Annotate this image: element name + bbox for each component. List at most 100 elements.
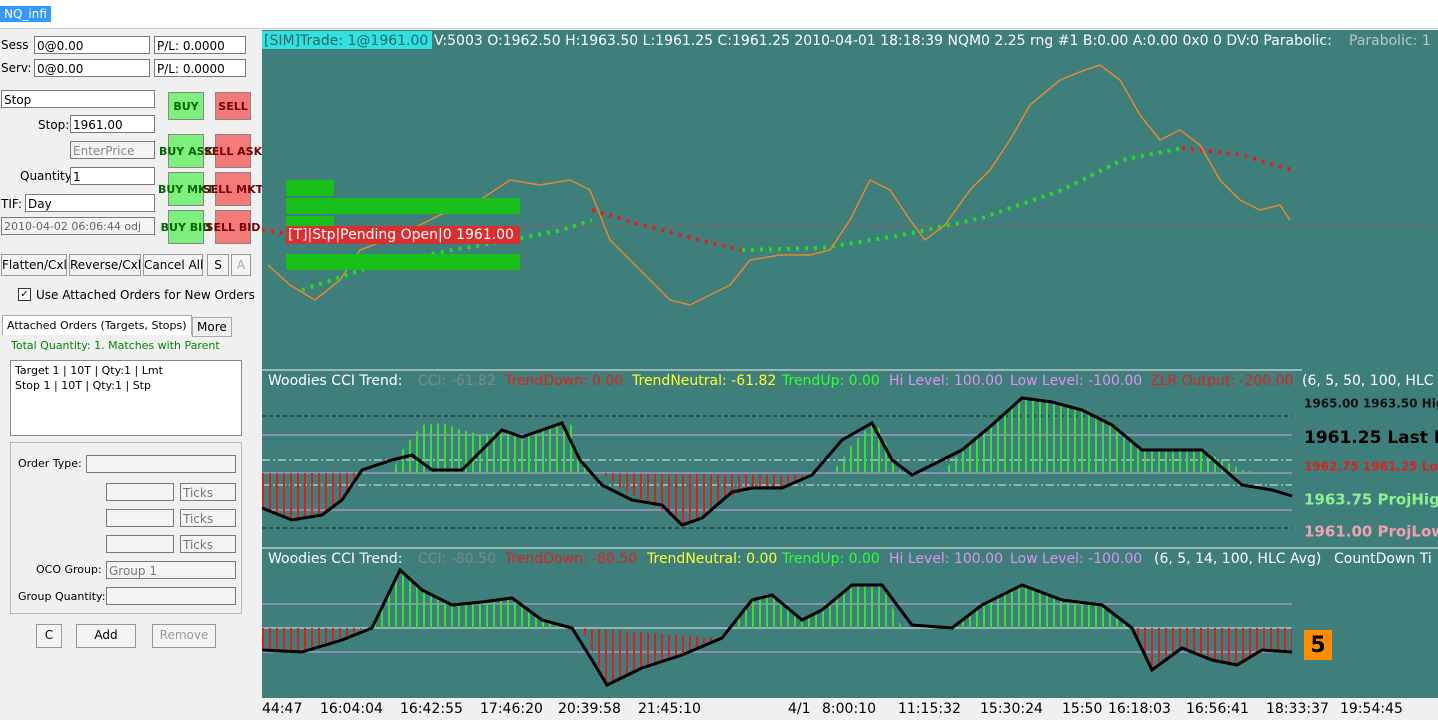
study-label: Low Level: -100.00 (1010, 551, 1142, 567)
study-label: Hi Level: 100.00 (889, 373, 1003, 389)
time-label: 44:47 (262, 701, 302, 717)
cci-hist (582, 628, 722, 685)
dropdown: Group 1 (106, 561, 236, 579)
time-label: 18:33:37 (1266, 701, 1329, 717)
last-price: 1961.25 Last P (1304, 428, 1438, 448)
trade-button[interactable]: SELL ASK (204, 134, 262, 168)
dropdown[interactable]: Day (25, 194, 155, 212)
time-label: 17:46:20 (480, 701, 543, 717)
study-label: Low Level: -100.00 (1010, 373, 1142, 389)
dropdown: EnterPrice (70, 141, 155, 159)
datetime: 2010-04-02 06:06:44 odj (1, 217, 155, 235)
label: Stop: (38, 118, 70, 132)
order-label (286, 198, 520, 214)
label: Sess (1, 38, 29, 52)
time-label: 16:42:55 (400, 701, 463, 717)
input (106, 483, 174, 501)
time-label: 4/1 (788, 701, 811, 717)
label: Serv: (1, 61, 32, 75)
countdown-box (1304, 630, 1332, 660)
level-label: 1965.00 1963.50 High (1304, 397, 1438, 411)
order-panel: Sess 0@0.00 P/L: 0.0000 Serv: 0@0.00 P/L… (0, 30, 263, 700)
price-path (267, 64, 1291, 306)
list-item[interactable]: Target 1 | 10T | Qty:1 | Lmt (15, 364, 163, 377)
study-label: TrendDown: 0.00 (504, 373, 623, 389)
cci-hist (1132, 628, 1292, 670)
parabolic (1181, 146, 1293, 172)
checkbox[interactable]: ✓ (18, 288, 31, 301)
label: OCO Group: (36, 563, 102, 576)
level-label: 1962.75 1961.25 Low (1304, 460, 1438, 474)
study-label: CountDown Ti (1334, 551, 1432, 567)
order-label (286, 254, 520, 270)
action-button[interactable]: S (207, 254, 229, 276)
dropdown[interactable]: 1 (70, 167, 155, 185)
cci-hist (262, 473, 362, 520)
study-label: (6, 5, 50, 100, HLC (1302, 373, 1434, 389)
study-label: Woodies CCI Trend: (268, 373, 402, 389)
label: Order Type: (18, 457, 82, 470)
input (106, 535, 174, 553)
order-label (286, 180, 334, 196)
sim-label: [SIM]Trade: 1@1961.00 (264, 33, 428, 49)
dropdown[interactable]: Stop (1, 90, 155, 108)
time-label: 15:50 (1062, 701, 1102, 717)
cci-line (262, 396, 1293, 527)
trade-button[interactable]: BUY (168, 92, 204, 120)
input (106, 587, 236, 605)
trade-button[interactable]: BUY ASK (159, 134, 213, 168)
trade-button[interactable]: BUY BID (161, 210, 211, 244)
time-label: 16:18:03 (1108, 701, 1171, 717)
study-label: Hi Level: 100.00 (889, 551, 1003, 567)
trade-button[interactable]: SELL BID (206, 210, 260, 244)
time-label: 19:54:45 (1340, 701, 1403, 717)
proj-low: 1961.00 ProjLow (1304, 523, 1438, 541)
input (106, 509, 174, 527)
cci-hist (602, 473, 812, 525)
list-item[interactable]: Stop 1 | 10T | Qty:1 | Stp (15, 379, 151, 392)
dropdown[interactable]: 1961.00 (70, 115, 155, 133)
study-label: CCI: -80.50 (418, 551, 496, 567)
trade-button[interactable]: SELL (215, 92, 251, 120)
time-label: 11:15:32 (898, 701, 961, 717)
trade-button[interactable]: BUY MKT (158, 172, 214, 206)
dropdown: Ticks (180, 509, 236, 527)
dropdown: Ticks (180, 483, 236, 501)
cci-hist (732, 585, 902, 628)
trade-button[interactable]: SELL MKT (203, 172, 263, 206)
cci-line (262, 567, 1293, 687)
input[interactable]: 0@0.00 (34, 36, 150, 54)
time-label: 20:39:58 (558, 701, 621, 717)
cci-hist (952, 585, 1132, 628)
input[interactable]: 0@0.00 (34, 59, 150, 77)
label: Quantity: (20, 169, 76, 183)
tab[interactable]: More (192, 317, 232, 337)
action-button[interactable]: Flatten/Cxl (1, 254, 67, 276)
cci-hist (832, 423, 902, 473)
attached-list: Target 1 | 10T | Qty:1 | Lmt Stop 1 | 10… (10, 360, 242, 436)
input: P/L: 0.0000 (154, 36, 246, 54)
study-label: TrendNeutral: -61.82 (631, 373, 776, 389)
dropdown (86, 455, 236, 473)
button[interactable]: Add (76, 624, 136, 648)
action-button: A (231, 254, 251, 276)
order-label-text: [T]|Stp|Pending Open|0 1961.00 (288, 227, 514, 243)
tab[interactable]: Attached Orders (Targets, Stops) (2, 315, 192, 335)
time-label: 15:30:24 (980, 701, 1043, 717)
button[interactable]: C (36, 624, 62, 648)
action-button[interactable]: Reverse/Cxl (69, 254, 141, 276)
label: Group Quantity: (18, 590, 106, 603)
cci-hist (392, 423, 592, 473)
cci-hist (942, 398, 1262, 473)
proj-high: 1963.75 ProjHigh (1304, 491, 1438, 509)
bar-info: V:5003 O:1962.50 H:1963.50 L:1961.25 C:1… (434, 33, 1332, 49)
study-label: TrendUp: 0.00 (781, 551, 880, 567)
total-quantity: Total Quantity: 1. Matches with Parent (11, 339, 220, 352)
tab[interactable]: NQ_infi (0, 6, 51, 22)
action-button[interactable]: Cancel All (143, 254, 203, 276)
group-box (10, 442, 242, 614)
time-label: 16:56:41 (1186, 701, 1249, 717)
study-label: TrendUp: 0.00 (781, 373, 880, 389)
cci-hist (262, 628, 362, 652)
